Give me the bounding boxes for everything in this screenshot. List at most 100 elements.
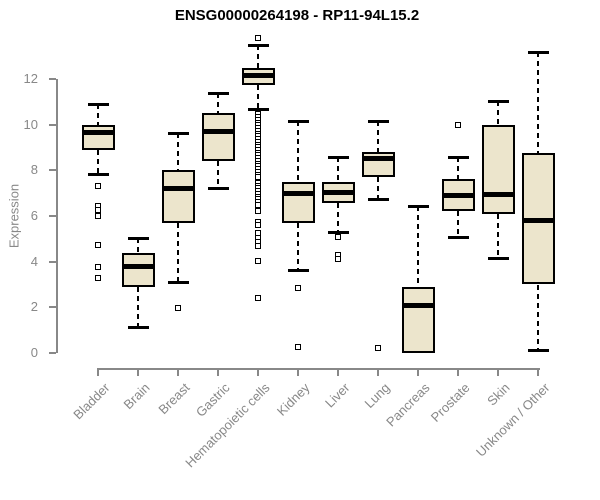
upper-whisker (377, 121, 379, 153)
upper-whisker-cap (87, 103, 109, 107)
x-category-label: Bladder (70, 380, 113, 423)
x-category-label: Kidney (273, 380, 313, 419)
x-category-label: Lung (361, 380, 393, 412)
y-tick-mark (49, 260, 56, 263)
outlier-point (295, 344, 301, 351)
upper-whisker (257, 44, 259, 69)
lower-whisker (457, 211, 459, 238)
outlier-point (255, 295, 261, 302)
outlier-point (95, 183, 101, 190)
upper-whisker (137, 237, 139, 253)
outlier-point (255, 34, 261, 41)
x-category-label: Brain (120, 380, 153, 413)
boxplot-box (281, 181, 315, 223)
outlier-point (175, 305, 181, 312)
median-line (403, 302, 433, 308)
upper-whisker (177, 132, 179, 171)
upper-whisker (97, 104, 99, 125)
y-tick-label: 6 (30, 208, 38, 223)
upper-whisker-cap (247, 43, 269, 47)
outlier-point (95, 274, 101, 281)
boxplot-box (201, 113, 235, 162)
y-tick-label: 4 (30, 253, 38, 269)
boxplot-box (161, 170, 195, 223)
x-tick-mark (97, 369, 99, 376)
upper-whisker-cap (407, 204, 429, 208)
upper-whisker (297, 121, 299, 182)
upper-whisker-cap (207, 91, 229, 95)
x-tick-mark (537, 369, 539, 376)
lower-whisker (377, 177, 379, 200)
lower-whisker-cap (327, 231, 349, 235)
x-tick-mark (257, 369, 259, 376)
x-tick-mark (457, 369, 459, 376)
upper-whisker-cap (287, 120, 309, 124)
boxplot-box (481, 124, 515, 214)
x-category-label: Unknown / Other (473, 380, 553, 460)
lower-whisker-cap (527, 348, 549, 352)
outlier-point (95, 213, 101, 219)
outlier-point (335, 233, 341, 240)
lower-whisker (297, 222, 299, 271)
y-tick-mark (49, 306, 56, 309)
lower-whisker (177, 222, 179, 284)
boxplot-box (401, 286, 435, 353)
chart-title: ENSG00000264198 - RP11-94L15.2 (174, 7, 420, 24)
outlier-point (255, 222, 261, 229)
lower-whisker-cap (287, 268, 309, 272)
lower-whisker-cap (367, 198, 389, 202)
upper-whisker (417, 205, 419, 287)
outlier-point (295, 284, 301, 291)
y-tick-mark (49, 123, 56, 126)
upper-whisker-cap (127, 236, 149, 240)
outlier-point (95, 207, 101, 214)
outlier-point (95, 264, 101, 271)
upper-whisker-cap (447, 155, 469, 159)
lower-whisker-cap (487, 257, 509, 261)
x-category-label: Pancreas (383, 380, 433, 430)
y-tick-label: 8 (30, 162, 38, 178)
upper-whisker-cap (367, 120, 389, 124)
y-tick-mark (49, 78, 56, 80)
x-tick-mark (337, 369, 339, 376)
y-tick-mark (49, 215, 56, 217)
lower-whisker (137, 286, 139, 328)
outlier-point (255, 201, 261, 208)
median-line (323, 189, 353, 195)
x-category-label: Breast (155, 380, 193, 418)
outlier-point (335, 255, 341, 262)
upper-whisker-cap (487, 99, 509, 103)
x-axis-line (97, 368, 540, 370)
x-category-label: Liver (322, 380, 353, 411)
x-tick-mark (217, 369, 219, 376)
upper-whisker-cap (327, 155, 349, 159)
median-line (203, 129, 233, 135)
lower-whisker (497, 213, 499, 260)
outlier-point (95, 241, 101, 248)
lower-whisker (257, 84, 259, 111)
outlier-point (455, 121, 461, 128)
lower-whisker (537, 284, 539, 351)
upper-whisker (457, 156, 459, 180)
upper-whisker (537, 51, 539, 154)
upper-whisker (337, 156, 339, 182)
x-tick-mark (417, 369, 419, 376)
lower-whisker-cap (247, 108, 269, 112)
outlier-point (255, 242, 261, 249)
outlier-point (255, 257, 261, 264)
y-tick-label: 10 (23, 116, 38, 132)
boxplot-box (121, 252, 155, 287)
x-tick-mark (377, 369, 379, 376)
outlier-point (255, 174, 261, 181)
y-tick-label: 12 (23, 71, 38, 86)
lower-whisker (337, 203, 339, 234)
median-line (163, 186, 193, 192)
upper-whisker-cap (167, 131, 189, 135)
median-line (243, 73, 273, 79)
x-tick-mark (297, 369, 299, 376)
lower-whisker (217, 161, 219, 189)
lower-whisker (97, 149, 99, 175)
lower-whisker-cap (447, 235, 469, 239)
upper-whisker-cap (527, 50, 549, 54)
